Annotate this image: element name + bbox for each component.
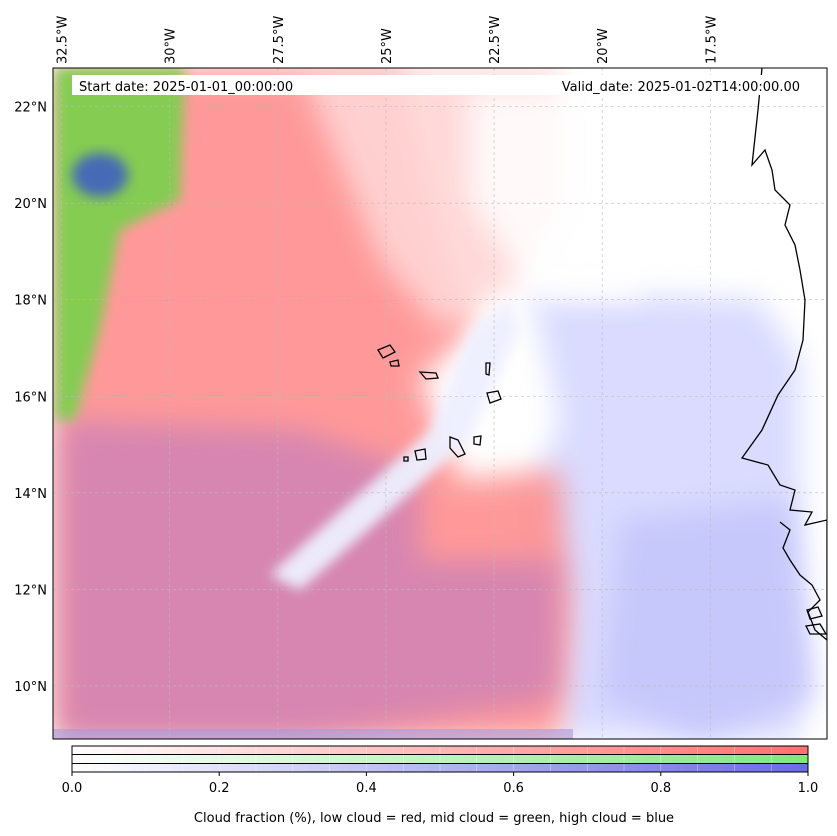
lon-tick-label: 30°W bbox=[164, 28, 179, 64]
lat-tick-label: 22°N bbox=[14, 101, 47, 116]
lat-tick-label: 16°N bbox=[14, 390, 47, 405]
map-border bbox=[52, 67, 828, 740]
coastline bbox=[377, 68, 827, 641]
island-boa-vista bbox=[486, 390, 502, 404]
colorbar-ticks: 0.0 0.2 0.4 0.6 0.8 1.0 bbox=[62, 772, 819, 796]
clear-band bbox=[270, 300, 520, 590]
cloud-field bbox=[53, 68, 815, 739]
latitude-tick-labels: 22°N 20°N 18°N 16°N 14°N 12°N 10°N bbox=[14, 101, 47, 695]
colorbar-level-dividers bbox=[108, 746, 772, 772]
high-cloud-west-spot bbox=[72, 153, 128, 197]
island-sao-vicente bbox=[389, 359, 400, 367]
island-santo-antao bbox=[377, 344, 396, 359]
colorbar-tick-label: 0.4 bbox=[356, 781, 377, 796]
island-fogo bbox=[414, 448, 427, 461]
colorbar-tick-label: 0.8 bbox=[650, 781, 671, 796]
island-maio bbox=[473, 435, 482, 446]
island-sao-nicolau bbox=[418, 371, 439, 380]
lat-tick-label: 18°N bbox=[14, 294, 47, 309]
lon-tick-label: 32.5°W bbox=[56, 16, 71, 64]
bottom-blue-strip bbox=[53, 729, 573, 739]
start-date-label: Start date: 2025-01-01_00:00:00 bbox=[79, 80, 293, 95]
island-sal bbox=[485, 362, 491, 376]
colorbar: 0.0 0.2 0.4 0.6 0.8 1.0 Cloud fraction (%), l… bbox=[62, 745, 819, 826]
colorbar-tick-label: 1.0 bbox=[798, 781, 819, 796]
island-santiago bbox=[449, 436, 466, 458]
lon-tick-label: 17.5°W bbox=[704, 16, 719, 64]
valid-date-label: Valid_date: 2025-01-02T14:00:00.00 bbox=[562, 80, 800, 95]
island-brava bbox=[403, 456, 409, 462]
colorbar-border bbox=[71, 745, 809, 773]
lon-tick-label: 25°W bbox=[380, 28, 395, 64]
africa-coastline bbox=[740, 68, 827, 641]
colorbar-tick-label: 0.0 bbox=[62, 781, 83, 796]
colorbar-label: Cloud fraction (%), low cloud = red, mid… bbox=[194, 811, 674, 826]
lon-tick-label: 22.5°W bbox=[488, 16, 503, 64]
longitude-tick-labels: 32.5°W 30°W 27.5°W 25°W 22.5°W 20°W 17.5°W bbox=[56, 16, 720, 64]
high-cloud-southeast-core bbox=[600, 500, 815, 739]
gridlines bbox=[53, 68, 827, 739]
clear-north-center bbox=[470, 90, 640, 300]
lat-tick-label: 10°N bbox=[14, 680, 47, 695]
lat-tick-label: 20°N bbox=[14, 197, 47, 212]
lat-tick-label: 12°N bbox=[14, 583, 47, 598]
map-panel: Start date: 2025-01-01_00:00:00 Valid_da… bbox=[14, 16, 828, 740]
info-box bbox=[72, 75, 808, 95]
colorbar-tick-label: 0.6 bbox=[503, 781, 524, 796]
colorbar-tick-label: 0.2 bbox=[209, 781, 230, 796]
island-bissagos bbox=[805, 606, 827, 635]
lat-tick-label: 14°N bbox=[14, 487, 47, 502]
lon-tick-label: 20°W bbox=[596, 28, 611, 64]
lon-tick-label: 27.5°W bbox=[272, 16, 287, 64]
